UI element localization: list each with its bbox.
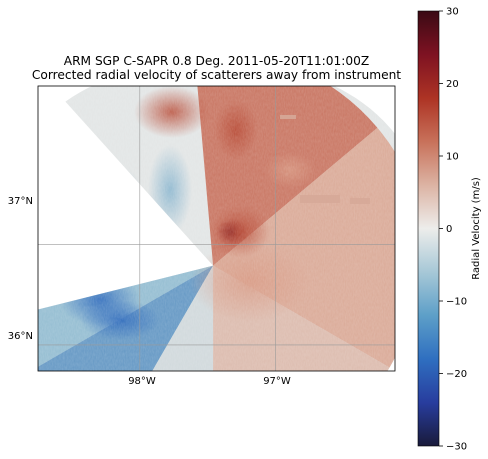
echo-patch-2 <box>350 198 370 204</box>
plot-frame <box>37 85 396 372</box>
colorbar-ticks: 30 20 10 0 −10 −20 −30 <box>439 7 467 453</box>
plot-area <box>38 86 395 371</box>
gridlines <box>38 86 395 371</box>
y-tick-label-36n: 36°N <box>8 331 33 342</box>
colorbar-tick-label-5: −20 <box>446 369 467 380</box>
colorbar-tick-label-4: −10 <box>446 297 467 308</box>
colorbar-tick-label-0: 30 <box>446 7 459 18</box>
chart-title: ARM SGP C-SAPR 0.8 Deg. 2011-05-20T11:01… <box>64 54 369 68</box>
colorbar-tick-label-3: 0 <box>446 224 452 235</box>
echo-patch-1 <box>300 195 340 203</box>
colorbar-label: Radial Velocity (m/s) <box>471 177 482 280</box>
x-tick-label-98w: 98°W <box>128 376 156 387</box>
colorbar-tick-label-1: 20 <box>446 79 459 90</box>
chart-subtitle: Corrected radial velocity of scatterers … <box>32 68 401 82</box>
x-tick-label-97w: 97°W <box>263 376 291 387</box>
colorbar-tick-label-2: 10 <box>446 152 459 163</box>
colorbar-gradient <box>417 10 440 447</box>
colorbar: 30 20 10 0 −10 −20 −30 Radial Velocity (m/s) <box>417 7 482 453</box>
echo-patch-0 <box>280 115 296 119</box>
y-tick-label-37n: 37°N <box>8 196 33 207</box>
colorbar-tick-label-6: −30 <box>446 442 467 453</box>
